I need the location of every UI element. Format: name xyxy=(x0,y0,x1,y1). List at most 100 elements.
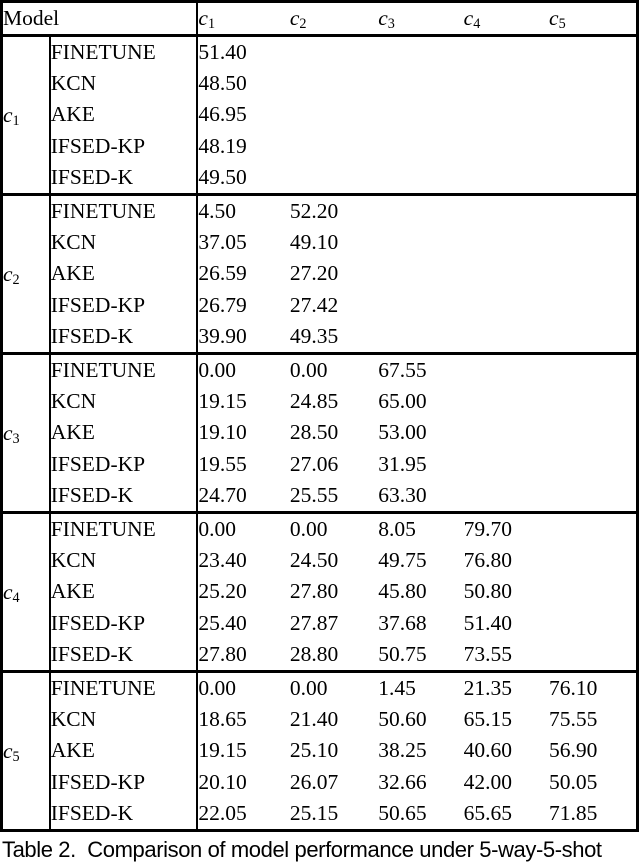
c3-subscript: 3 xyxy=(387,16,395,33)
value-cell-c2 xyxy=(290,36,378,69)
model-name-cell: IFSED-K xyxy=(49,638,199,672)
model-name-cell: IFSED-KP xyxy=(49,607,199,639)
value-cell-c1: 4.50 xyxy=(198,199,237,224)
value-cell-c4 xyxy=(464,386,549,417)
value-cell-c4 xyxy=(464,162,549,195)
row-group-label-c2: c2 xyxy=(1,194,51,354)
c5-subscript: 5 xyxy=(558,16,566,33)
value-cell-c5 xyxy=(549,449,637,480)
row-group-c2: c2 FINETUNE 4.50 52.20 KCN 37.05 49.10 AKE 26.59… xyxy=(1,194,638,354)
model-name-cell: AKE xyxy=(49,576,199,608)
table-row: KCN 23.40 24.50 49.75 76.80 xyxy=(2,545,638,577)
value-cell-c4 xyxy=(464,290,549,321)
c4-subscript: 4 xyxy=(473,16,481,33)
table-row: KCN 48.50 xyxy=(2,68,638,100)
value-cell-c3: 31.95 xyxy=(378,451,427,476)
value-cell-c5 xyxy=(549,321,637,354)
row-group-c4: c4 FINETUNE 0.00 0.00 8.05 79.70 KCN 23.40 24.50… xyxy=(1,512,638,672)
c3-symbol: c xyxy=(378,6,388,30)
header-row: Model c1 c2 c3 c4 c5 xyxy=(1,1,638,36)
model-column-header: Model xyxy=(1,1,199,36)
value-cell-c3 xyxy=(378,290,463,321)
value-cell-c4 xyxy=(464,195,549,228)
table-caption: Table 2. Comparison of model performance… xyxy=(2,837,602,863)
value-cell-c1: 51.40 xyxy=(198,40,247,64)
model-name-cell: IFSED-KP xyxy=(49,130,199,162)
group-subscript: 4 xyxy=(12,589,20,606)
model-name-cell: IFSED-K xyxy=(49,479,199,513)
group-symbol: c xyxy=(3,261,13,286)
model-name-cell: AKE xyxy=(49,99,199,131)
value-cell-c5 xyxy=(549,513,637,546)
value-cell-c5 xyxy=(549,386,637,417)
value-cell-c1: 37.05 xyxy=(198,230,247,255)
value-cell-c2: 24.50 xyxy=(289,548,339,573)
table-row: AKE 19.15 25.10 38.25 40.60 56.90 xyxy=(2,735,638,767)
value-cell-c2: 0.00 xyxy=(289,676,328,701)
value-cell-c5: 50.05 xyxy=(549,769,598,794)
value-cell-c4: 65.65 xyxy=(463,800,513,825)
table-row: IFSED-K 22.05 25.15 50.65 65.65 71.85 xyxy=(2,797,638,831)
group-symbol: c xyxy=(3,420,13,445)
value-cell-c2: 27.06 xyxy=(289,451,339,476)
value-cell-c1: 27.80 xyxy=(198,641,247,666)
c2-symbol: c xyxy=(289,6,300,30)
table-row: IFSED-KP 25.40 27.87 37.68 51.40 xyxy=(2,607,638,639)
value-cell-c1: 26.79 xyxy=(198,292,247,317)
value-cell-c2: 0.00 xyxy=(289,517,328,542)
value-cell-c4 xyxy=(464,36,549,69)
table-row: KCN 19.15 24.85 65.00 xyxy=(2,386,638,418)
value-cell-c1: 24.70 xyxy=(198,482,247,507)
value-cell-c2 xyxy=(290,162,378,195)
value-cell-c1: 18.65 xyxy=(198,707,247,732)
value-cell-c4: 50.80 xyxy=(463,579,513,604)
value-cell-c3: 63.30 xyxy=(378,482,427,507)
value-cell-c4 xyxy=(464,449,549,480)
value-cell-c2: 28.50 xyxy=(289,420,339,445)
table-row: IFSED-KP 19.55 27.06 31.95 xyxy=(2,448,638,480)
value-cell-c5 xyxy=(549,290,637,321)
table-row: AKE 19.10 28.50 53.00 xyxy=(2,417,638,449)
value-cell-c2: 27.20 xyxy=(289,261,339,286)
row-group-label-c3: c3 xyxy=(1,353,51,513)
value-cell-c2: 21.40 xyxy=(289,707,339,732)
group-subscript: 5 xyxy=(12,748,20,765)
value-cell-c4: 51.40 xyxy=(463,610,513,635)
value-cell-c3 xyxy=(378,68,463,99)
column-header-c3: c3 xyxy=(378,2,463,36)
value-cell-c1: 48.50 xyxy=(198,71,247,96)
value-cell-c3: 45.80 xyxy=(378,579,427,604)
value-cell-c2: 28.80 xyxy=(289,641,339,666)
model-name-cell: FINETUNE xyxy=(49,512,199,546)
table-row: c2 FINETUNE 4.50 52.20 xyxy=(1,194,638,354)
model-name-cell: KCN xyxy=(49,68,199,100)
value-cell-c3 xyxy=(378,162,463,195)
group-subscript: 2 xyxy=(12,271,20,288)
value-cell-c5 xyxy=(549,480,637,513)
value-cell-c4 xyxy=(464,321,549,354)
value-cell-c3 xyxy=(378,195,463,228)
row-group-label-c4: c4 xyxy=(1,512,51,672)
value-cell-c2: 27.42 xyxy=(289,292,339,317)
value-cell-c4: 76.80 xyxy=(463,548,513,573)
value-cell-c3 xyxy=(378,36,463,69)
value-cell-c3 xyxy=(378,99,463,130)
value-cell-c1: 25.20 xyxy=(198,579,247,604)
table-row: KCN 18.65 21.40 50.60 65.15 75.55 xyxy=(2,704,638,736)
value-cell-c5 xyxy=(549,608,637,639)
value-cell-c3: 38.25 xyxy=(378,738,427,763)
value-cell-c1: 26.59 xyxy=(198,261,247,286)
value-cell-c3: 8.05 xyxy=(378,517,416,542)
value-cell-c4: 79.70 xyxy=(463,517,513,542)
value-cell-c2 xyxy=(290,131,378,162)
value-cell-c2: 25.10 xyxy=(289,738,339,763)
value-cell-c3: 65.00 xyxy=(378,389,427,414)
table-row: AKE 26.59 27.20 xyxy=(2,258,638,290)
table-header: Model c1 c2 c3 c4 c5 xyxy=(1,1,638,36)
value-cell-c2: 0.00 xyxy=(289,358,328,383)
value-cell-c3 xyxy=(378,258,463,289)
value-cell-c3: 50.65 xyxy=(378,800,427,825)
value-cell-c5 xyxy=(549,417,637,448)
value-cell-c3: 53.00 xyxy=(378,420,427,445)
group-symbol: c xyxy=(3,579,13,604)
